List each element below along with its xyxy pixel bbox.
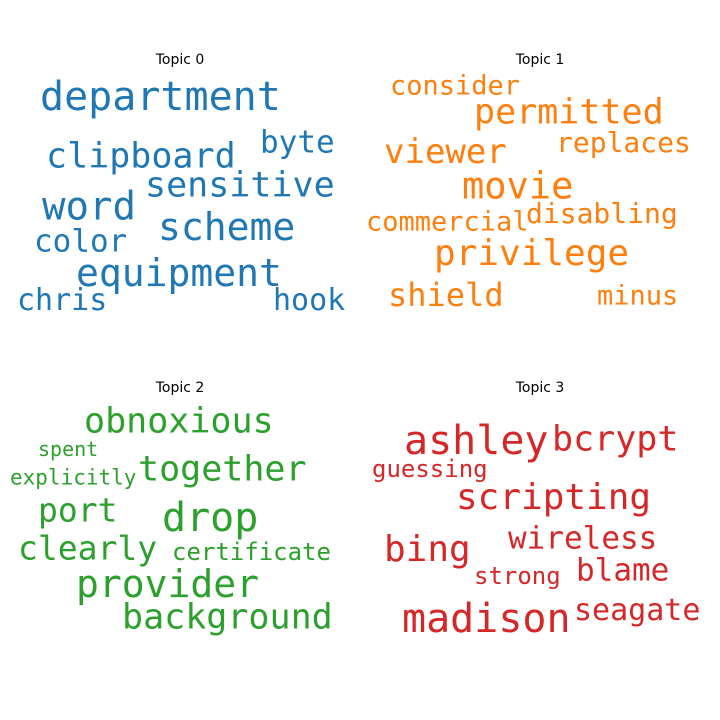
topic-panel: Topic 3 ashley bcrypt guessing scripting bin… — [360, 328, 720, 688]
word-department: department — [40, 74, 281, 120]
word-madison: madison — [402, 596, 571, 642]
word-disabling: disabling — [526, 197, 678, 230]
topic-panel: Topic 0 department clipboard byte sensitive… — [0, 0, 360, 360]
word-chris: chris — [17, 283, 108, 318]
word-certificate: certificate — [172, 538, 331, 566]
panel-title: Topic 1 — [515, 52, 565, 68]
word-spent: spent — [38, 437, 99, 461]
word-guessing: guessing — [372, 455, 488, 483]
word-replaces: replaces — [556, 126, 691, 159]
word-explicitly: explicitly — [10, 465, 137, 490]
word-byte: byte — [260, 124, 335, 161]
word-hook: hook — [273, 283, 346, 318]
topic-panel: Topic 2 obnoxious spent explicitly together… — [0, 328, 360, 688]
word-scheme: scheme — [158, 205, 296, 249]
word-shield: shield — [388, 276, 504, 314]
word-blame: blame — [576, 552, 670, 589]
word-provider: provider — [76, 562, 260, 606]
topic-panel: Topic 1 consider permitted viewer replaces m… — [360, 0, 720, 360]
word-color: color — [34, 223, 128, 260]
word-consider: consider — [390, 70, 521, 102]
word-background: background — [122, 597, 333, 638]
word-clipboard: clipboard — [46, 136, 236, 177]
word-minus: minus — [597, 280, 679, 312]
word-strong: strong — [474, 562, 561, 590]
word-ashley: ashley — [404, 418, 549, 464]
word-port: port — [38, 490, 118, 530]
panel-title: Topic 0 — [155, 52, 205, 68]
word-drop: drop — [162, 495, 259, 541]
panel-title: Topic 3 — [515, 380, 565, 396]
panel-title: Topic 2 — [155, 380, 205, 396]
word-seagate: seagate — [574, 593, 701, 628]
word-equipment: equipment — [76, 251, 282, 295]
word-commercial: commercial — [366, 206, 529, 238]
word-scripting: scripting — [456, 477, 652, 518]
word-word: word — [42, 184, 136, 230]
word-sensitive: sensitive — [145, 165, 335, 206]
word-bing: bing — [384, 529, 471, 570]
word-together: together — [138, 449, 307, 490]
word-clearly: clearly — [18, 528, 158, 568]
word-obnoxious: obnoxious — [84, 401, 274, 442]
word-permitted: permitted — [474, 92, 664, 133]
word-movie: movie — [462, 164, 574, 208]
word-privilege: privilege — [434, 233, 630, 274]
word-bcrypt: bcrypt — [552, 419, 679, 460]
word-viewer: viewer — [384, 132, 507, 172]
word-wireless: wireless — [508, 520, 658, 557]
